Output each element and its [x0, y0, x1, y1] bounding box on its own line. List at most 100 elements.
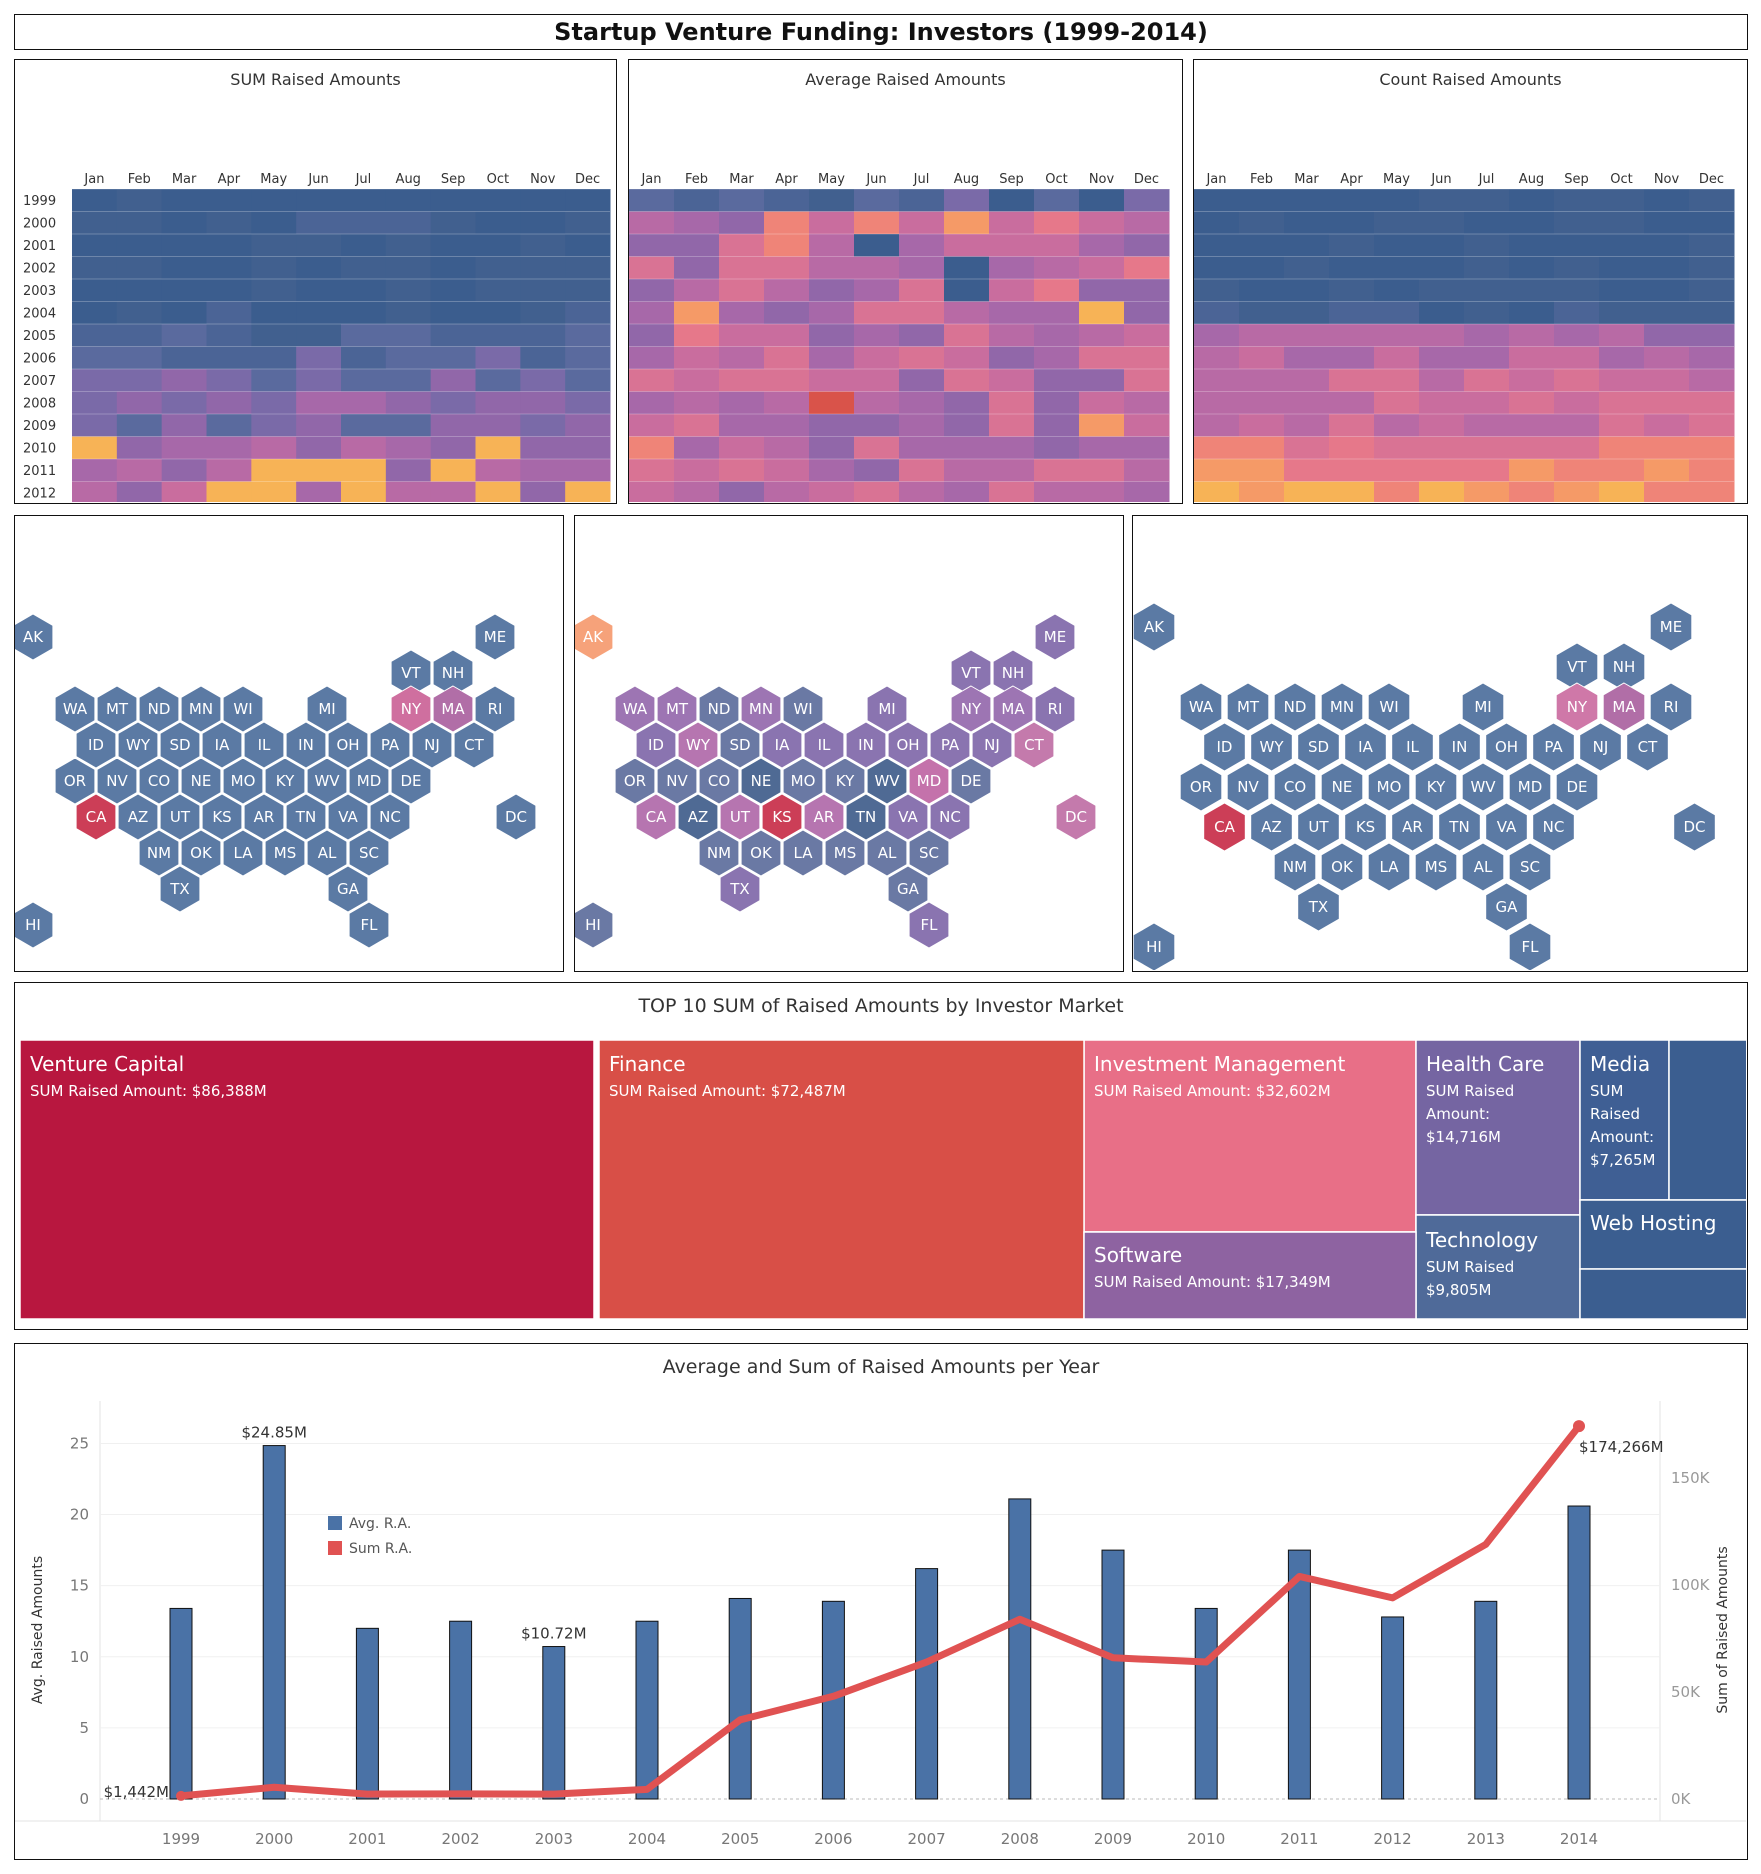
state-label: WI: [793, 700, 812, 718]
heatmap-cell: [944, 436, 990, 460]
state-label: WY: [126, 736, 151, 754]
heatmap-cell: [1284, 211, 1330, 235]
state-hex-mt: [656, 685, 698, 733]
state-label: MA: [1612, 698, 1636, 716]
heatmap-cell: [899, 256, 945, 280]
heatmap-cell: [1419, 256, 1465, 280]
heatmap-cell: [1284, 436, 1330, 460]
heatmap-cell: [1464, 279, 1510, 302]
heatmap-cell: [1689, 189, 1735, 212]
state-label: NC: [379, 808, 401, 826]
heatmap-cell: [206, 324, 252, 347]
heatmap-cell: [1509, 279, 1555, 302]
heatmap-cell: [565, 301, 611, 325]
x-tick-label: 2011: [1280, 1830, 1318, 1848]
heatmap-cell: [520, 234, 566, 257]
heatmap-cell: [1464, 481, 1510, 502]
heatmap-cell: [1374, 324, 1420, 347]
state-hex-az: [1250, 802, 1293, 852]
month-label: Nov: [1654, 172, 1680, 187]
heatmap-cell: [989, 369, 1035, 392]
heatmap-cell: [1034, 414, 1080, 437]
state-hex-il: [1391, 722, 1434, 772]
state-hex-ny: [390, 685, 432, 733]
state-label: NH: [1613, 658, 1636, 676]
state-hex-wv: [306, 757, 348, 805]
state-label: CA: [1214, 818, 1235, 836]
heatmap-cell: [629, 189, 675, 212]
heatmap-cell: [989, 414, 1035, 437]
heatmap-cell: [809, 279, 855, 302]
state-hex-nm: [138, 829, 180, 877]
legend-label-sum: Sum R.A.: [349, 1541, 412, 1557]
heatmap-cell: [1239, 346, 1285, 370]
state-label: MN: [189, 700, 213, 718]
heatmap-cell: [1554, 369, 1600, 392]
state-hex-wi: [1367, 682, 1411, 732]
month-label: Dec: [1134, 172, 1159, 187]
heatmap-cell: [1079, 391, 1125, 415]
heatmap-cell: [1374, 189, 1420, 212]
heatmap-cell: [1599, 324, 1645, 347]
state-hex-or: [614, 757, 656, 805]
year-label: 2002: [23, 262, 56, 277]
state-hex-ma: [432, 685, 474, 733]
heatmap-cell: [475, 436, 521, 460]
heatmap-cell: [809, 211, 855, 235]
heatmap-cell: [72, 436, 118, 460]
state-hex-pa: [369, 721, 411, 769]
state-hex-sd: [1297, 722, 1340, 772]
state-label: TX: [1308, 898, 1328, 916]
avg-bar-2008: [1008, 1498, 1032, 1800]
heatmap-cell: [161, 279, 207, 302]
state-label: CA: [646, 808, 667, 826]
heatmap-cell: [1374, 234, 1420, 257]
state-label: KY: [1427, 778, 1446, 796]
treemap-label: Software: [1094, 1243, 1182, 1267]
x-tick-label: 2013: [1467, 1830, 1505, 1848]
state-hex-id: [1203, 722, 1246, 772]
state-label: ND: [1284, 698, 1307, 716]
hexmap-count: AK ME VT NH WA MT ND MN WI MI NY MA RI ID WY SD IA IL IN OH…: [1132, 602, 1716, 972]
heatmap-cell: [719, 234, 765, 257]
heatmap-cell: [809, 459, 855, 482]
heatmap-cell: [206, 234, 252, 257]
heatmap-cell: [430, 279, 476, 302]
state-hex-ks: [761, 793, 803, 841]
heatmap-cell: [1034, 391, 1080, 415]
heatmap-cell: [1464, 256, 1510, 280]
heatmap-cell: [1689, 256, 1735, 280]
month-label: Feb: [128, 172, 151, 187]
heatmap-cell: [1419, 234, 1465, 257]
heatmap-cell: [1079, 324, 1125, 347]
state-label: IL: [258, 736, 271, 754]
heatmap-cell: [341, 234, 387, 257]
state-label: TX: [729, 880, 749, 898]
heatmap-cell: [944, 189, 990, 212]
heatmap-cell: [629, 414, 675, 437]
treemap-value: $7,265M: [1590, 1151, 1655, 1169]
heatmap-cell: [1464, 414, 1510, 437]
state-hex-ne: [180, 757, 222, 805]
heatmap-cell: [161, 436, 207, 460]
state-label: DE: [960, 772, 981, 790]
heatmap-cell: [1079, 189, 1125, 212]
state-label: AL: [318, 844, 337, 862]
heatmap-cell: [385, 324, 432, 347]
heatmap-cell: [1644, 436, 1690, 460]
state-label: WA: [623, 700, 648, 718]
state-hex-al: [306, 829, 348, 877]
state-label: IN: [1452, 738, 1468, 756]
heatmap-cell: [854, 211, 900, 235]
state-hex-ak: [1132, 602, 1176, 652]
heatmap-cell: [1239, 369, 1285, 392]
state-label: WY: [686, 736, 711, 754]
state-label: RI: [1048, 700, 1063, 718]
heatmap-cell: [1464, 301, 1510, 325]
state-hex-wv: [1461, 762, 1505, 812]
heatmap-cell: [1644, 301, 1690, 325]
state-label: SD: [169, 736, 190, 754]
month-label: Apr: [775, 172, 798, 187]
state-label: FL: [921, 916, 939, 934]
heatmap-cell: [1124, 436, 1170, 460]
